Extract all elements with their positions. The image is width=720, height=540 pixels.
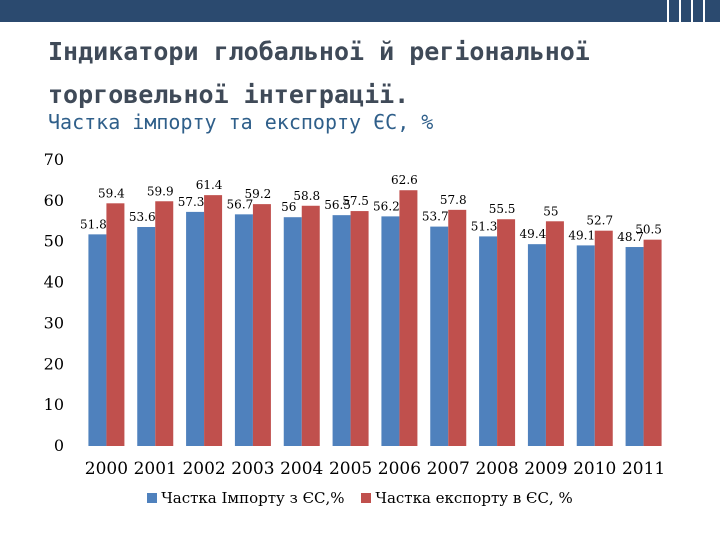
import-data-label: 53.7 [422,210,449,224]
x-category-label: 2002 [182,459,225,479]
import-bar [283,217,302,446]
x-category-label: 2011 [622,459,665,479]
import-bar [234,214,253,446]
y-axis-ticks: 0 10 20 30 40 50 60 70 [44,150,64,455]
legend-swatch-export [361,493,372,503]
x-category-label: 2009 [524,459,567,479]
y-tick-label: 20 [44,354,64,373]
import-bar [332,215,351,446]
export-data-label: 50.5 [635,223,662,237]
x-category-label: 2003 [231,459,274,479]
slide-subtitle: Частка імпорту та експорту ЄС, % [48,110,434,134]
export-bar [448,209,467,446]
export-data-label: 59.9 [147,184,174,198]
y-tick-label: 40 [44,273,64,292]
legend-item-import: Частка Імпорту з ЄС,% [147,489,345,507]
import-bar [186,211,205,446]
export-bar [350,211,369,446]
x-category-label: 2000 [85,459,128,479]
export-data-label: 61.4 [196,178,223,192]
import-data-label: 53.6 [129,210,156,224]
legend-label-export: Частка експорту в ЄС, % [375,489,573,507]
import-data-label: 56 [281,200,296,214]
export-data-label: 55 [543,204,558,218]
export-bar [301,205,320,446]
import-bar [576,245,595,446]
x-category-label: 2010 [573,459,616,479]
data-labels: 51.8 53.6 57.3 56.7 56 56.5 56.2 53.7 51.3 49.4 49… [80,173,662,244]
export-data-label: 57.8 [440,193,467,207]
x-category-label: 2001 [134,459,177,479]
x-category-label: 2005 [329,459,372,479]
x-category-label: 2008 [475,459,518,479]
export-bar [545,221,564,446]
y-tick-label: 10 [44,395,64,414]
import-bar [479,236,498,446]
export-bar [399,190,418,446]
export-data-label: 58.8 [293,189,320,203]
export-data-label: 57.5 [342,194,369,208]
import-bar [137,227,156,446]
export-data-label: 52.7 [586,214,613,228]
import-bar [430,226,449,446]
y-tick-label: 0 [54,436,64,455]
banner-stripes-icon [667,0,705,22]
slide-title: Індикатори глобальної й регіональної тор… [48,37,590,109]
top-banner [0,0,720,22]
import-data-label: 49.4 [520,227,547,241]
legend-swatch-import [147,493,158,503]
import-data-label: 56.5 [324,198,351,212]
import-data-label: 49.1 [568,228,595,242]
y-tick-label: 30 [44,313,64,332]
y-tick-label: 50 [44,232,64,251]
x-category-label: 2007 [427,459,470,479]
export-bar [643,239,662,446]
import-data-label: 56.7 [227,197,254,211]
legend-item-export: Частка експорту в ЄС, % [361,489,573,507]
import-bar [381,216,400,446]
y-tick-label: 70 [44,150,64,169]
export-data-label: 62.6 [391,173,418,187]
import-data-label: 57.3 [178,195,205,209]
import-data-label: 51.8 [80,217,107,231]
export-bar [155,201,174,446]
export-data-label: 59.4 [98,186,125,200]
legend-label-import: Частка Імпорту з ЄС,% [161,489,345,507]
export-data-label: 55.5 [489,202,516,216]
x-axis-labels: 2000 2001 2002 2003 2004 2005 2006 2007 2008 2009… [85,459,665,479]
export-bar [204,195,223,446]
export-bar [252,204,271,446]
legend: Частка Імпорту з ЄС,% Частка експорту в … [0,489,720,507]
y-tick-label: 60 [44,191,64,210]
import-data-label: 48.7 [617,230,644,244]
import-data-label: 51.3 [471,219,498,233]
export-bar [497,219,516,446]
x-category-label: 2006 [378,459,421,479]
import-bar [527,244,546,446]
export-bar [594,230,613,446]
x-category-label: 2004 [280,459,323,479]
export-data-label: 59.2 [245,187,272,201]
import-data-label: 56.2 [373,199,400,213]
import-bar [88,234,107,446]
bars [88,190,662,446]
import-bar [625,247,644,446]
export-bar [106,203,125,446]
